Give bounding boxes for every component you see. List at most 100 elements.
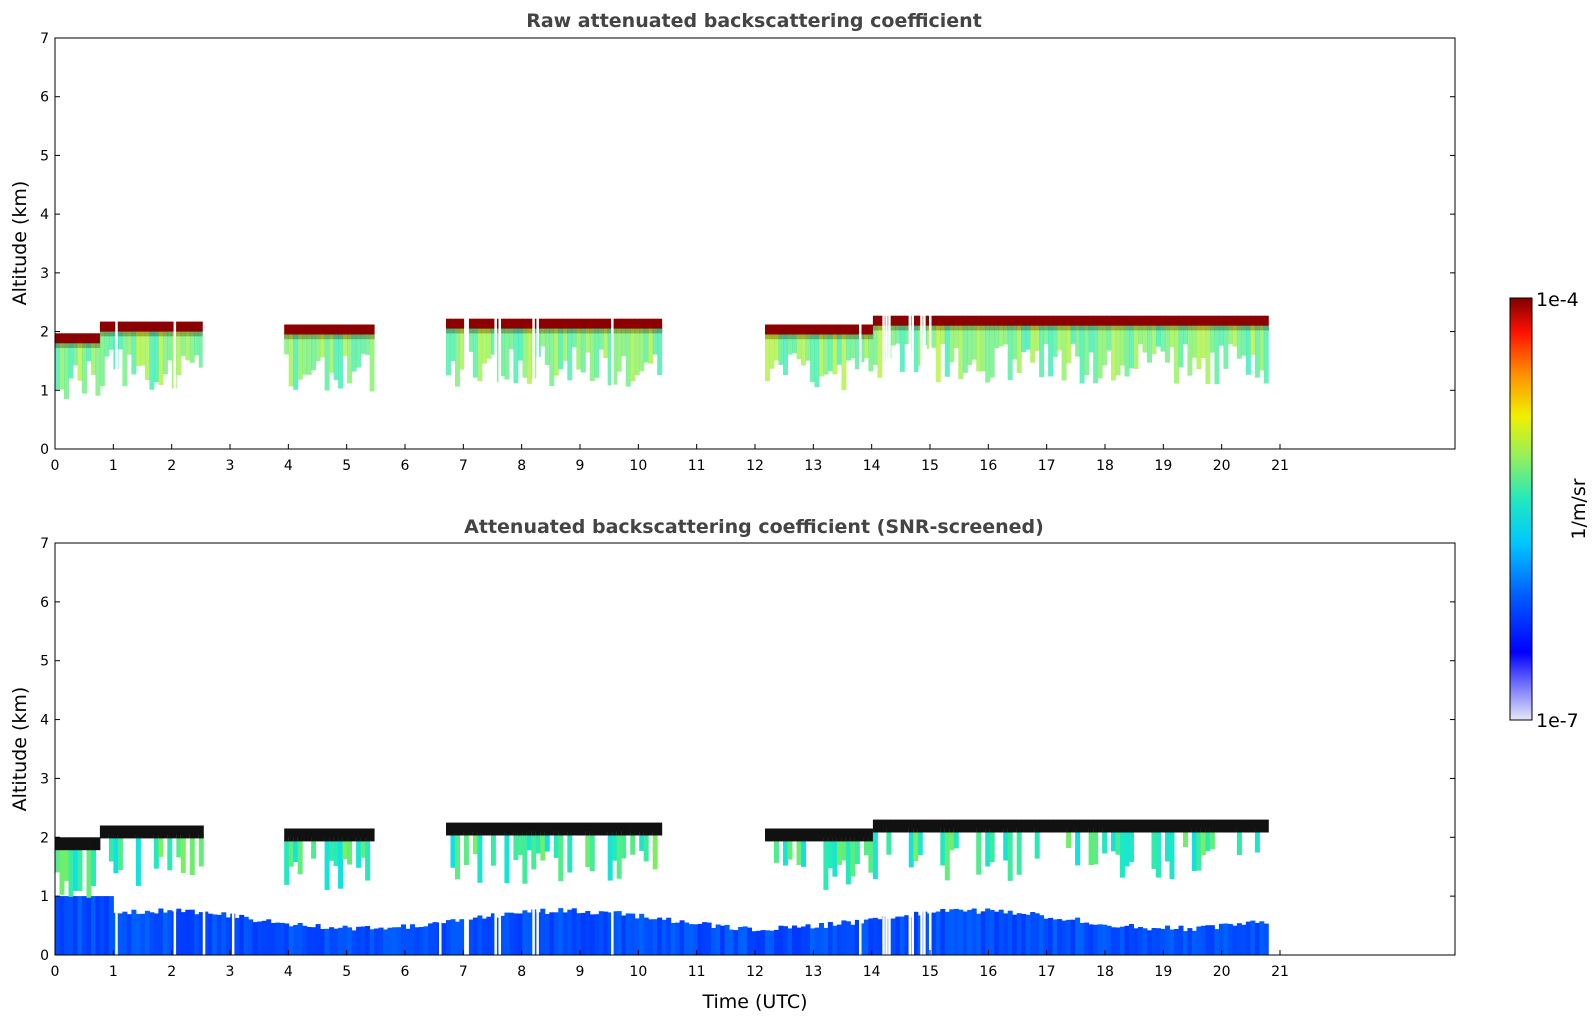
raw-virga-pixel [122,331,128,387]
raw-cloud-pixel [126,321,132,337]
raw-virga-pixel [167,331,173,361]
raw-panel-title: Raw attenuated backscattering coefficien… [526,10,982,32]
raw-virga-pixel [144,331,150,380]
raw-cloud-pixel [149,321,155,337]
raw-cloud-pixel [293,324,299,340]
raw-virga-pixel [477,328,483,382]
raw-cloud-pixel [59,333,65,348]
raw-virga-pixel [131,331,137,375]
raw-cloud-pixel [185,321,191,337]
raw-virga-pixel [86,343,92,362]
raw-cloud-pixel [306,324,312,340]
raw-cloud-pixel [522,318,528,334]
raw-virga-pixel [95,343,101,396]
raw-virga-pixel [288,334,294,387]
raw-virga-pixel [99,331,105,387]
raw-cloud-pixel [342,324,348,340]
raw-virga-pixel [194,331,200,356]
raw-panel: Raw attenuated backscattering coefficien… [9,10,1456,474]
raw-cloud-pixel [122,321,128,337]
raw-virga-pixel [324,334,330,391]
raw-virga-pixel [59,343,65,390]
raw-virga-pixel [365,334,371,355]
raw-cloud-pixel [284,324,290,340]
raw-virga-pixel [306,334,312,375]
raw-virga-pixel [446,328,451,376]
raw-backscatter-image [55,38,1269,449]
raw-cloud-pixel [333,324,339,340]
raw-cloud-pixel [513,318,519,334]
raw-virga-pixel [459,328,465,370]
raw-cloud-pixel [455,318,460,334]
raw-cloud-pixel [55,333,60,348]
raw-cloud-pixel [369,324,375,340]
raw-virga-pixel [517,328,523,361]
raw-virga-pixel [351,334,357,372]
raw-cloud-pixel [477,318,483,334]
raw-virga-pixel [135,331,141,366]
raw-virga-pixel [64,343,69,400]
raw-virga-pixel [284,334,290,355]
raw-cloud-pixel [508,318,514,334]
raw-virga-pixel [82,343,87,394]
raw-virga-pixel [153,331,159,383]
raw-cloud-pixel [86,333,92,348]
raw-virga-pixel [333,334,339,380]
raw-virga-pixel [126,331,132,355]
raw-cloud-pixel [288,324,294,340]
raw-cloud-pixel [499,318,505,334]
raw-virga-pixel [185,331,191,361]
raw-cloud-pixel [135,321,141,337]
raw-cloud-pixel [302,324,308,340]
raw-cloud-pixel [472,318,478,334]
raw-virga-pixel [91,343,96,375]
raw-cloud-pixel [450,318,456,334]
raw-cloud-pixel [311,324,317,340]
raw-cloud-pixel [189,321,195,337]
raw-virga-pixel [472,328,478,378]
raw-cloud-pixel [91,333,96,348]
raw-cloud-pixel [329,324,335,340]
raw-cloud-pixel [180,321,186,337]
raw-cloud-pixel [446,318,451,334]
raw-virga-pixel [77,343,83,381]
raw-virga-pixel [104,331,110,357]
raw-virga-pixel [455,328,460,387]
raw-cloud-pixel [95,333,101,348]
raw-virga-pixel [508,328,514,350]
raw-virga-pixel [302,334,308,375]
raw-virga-pixel [481,328,487,364]
raw-cloud-pixel [68,333,74,348]
raw-cloud-pixel [64,333,69,348]
raw-cloud-pixel [495,318,501,334]
raw-cloud-pixel [73,333,78,348]
raw-virga-pixel [149,331,155,390]
raw-virga-pixel [189,331,195,363]
raw-cloud-pixel [459,318,465,334]
raw-cloud-pixel [82,333,87,348]
raw-virga-pixel [293,334,299,390]
raw-virga-pixel [68,343,74,379]
raw-cloud-pixel [351,324,357,340]
raw-cloud-pixel [356,324,362,340]
raw-cloud-pixel [162,321,168,337]
raw-cloud-pixel [365,324,371,340]
raw-virga-pixel [450,328,456,361]
raw-virga-pixel [513,328,519,384]
raw-virga-pixel [468,328,474,352]
raw-virga-pixel [522,328,528,378]
raw-virga-pixel [162,331,168,375]
raw-cloud-pixel [158,321,164,337]
raw-virga-pixel [73,343,78,366]
raw-cloud-pixel [324,324,330,340]
raw-cloud-pixel [315,324,321,340]
raw-cloud-pixel [108,321,114,337]
raw-cloud-pixel [194,321,200,337]
raw-virga-pixel [486,328,492,359]
raw-virga-pixel [198,331,204,368]
raw-cloud-pixel [104,321,110,337]
raw-virga-pixel [176,331,182,376]
raw-virga-pixel [315,334,321,362]
raw-cloud-pixel [517,318,523,334]
raw-virga-pixel [360,334,366,354]
